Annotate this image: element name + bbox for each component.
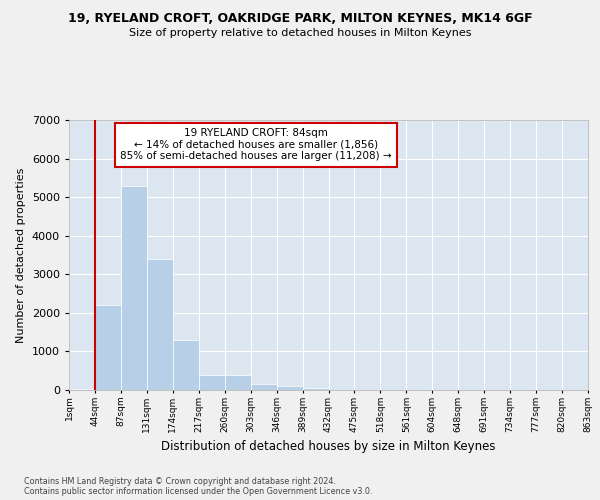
Bar (147, 259, 173, 390)
Y-axis label: Number of detached properties: Number of detached properties (16, 168, 26, 342)
Bar (302, 388, 329, 390)
Bar (121, 186, 147, 390)
Bar (173, 340, 199, 390)
Text: 19 RYELAND CROFT: 84sqm
← 14% of detached houses are smaller (1,856)
85% of semi: 19 RYELAND CROFT: 84sqm ← 14% of detache… (120, 128, 392, 162)
Bar (95, 305, 121, 390)
Bar (199, 374, 224, 390)
Text: Contains public sector information licensed under the Open Government Licence v3: Contains public sector information licen… (24, 487, 373, 496)
Bar (251, 384, 277, 390)
Text: Size of property relative to detached houses in Milton Keynes: Size of property relative to detached ho… (129, 28, 471, 38)
Bar (69, 389, 95, 390)
X-axis label: Distribution of detached houses by size in Milton Keynes: Distribution of detached houses by size … (161, 440, 496, 454)
Bar (225, 374, 251, 390)
Text: 19, RYELAND CROFT, OAKRIDGE PARK, MILTON KEYNES, MK14 6GF: 19, RYELAND CROFT, OAKRIDGE PARK, MILTON… (68, 12, 532, 26)
Text: Contains HM Land Registry data © Crown copyright and database right 2024.: Contains HM Land Registry data © Crown c… (24, 477, 336, 486)
Bar (277, 386, 302, 390)
